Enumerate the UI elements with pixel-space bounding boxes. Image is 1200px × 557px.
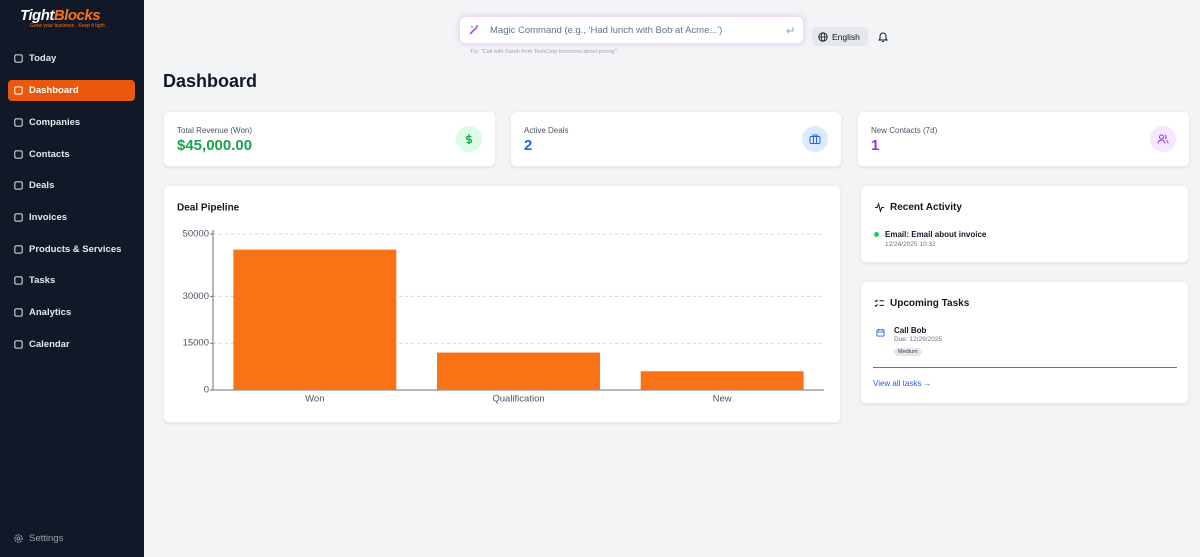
task-icon <box>876 328 885 337</box>
page-title: Dashboard <box>163 71 258 91</box>
stat-value: $45,000.00 <box>177 137 253 154</box>
notifications-button[interactable] <box>877 31 889 43</box>
stat-label: Active Deals <box>524 126 569 135</box>
bar <box>437 352 600 390</box>
stat-icon <box>802 126 828 152</box>
view-all-link[interactable]: View all tasks → <box>873 379 932 388</box>
nav-settings[interactable]: Settings <box>8 528 135 549</box>
icon <box>14 534 23 543</box>
nav-item[interactable]: Dashboard <box>8 80 135 101</box>
stat-label: Total Revenue (Won) <box>177 126 252 135</box>
icon <box>14 340 23 349</box>
logo-main: Tight <box>20 7 54 24</box>
nav-label: Deals <box>29 180 55 191</box>
stat-card: Total Revenue (Won) $45,000.00 <box>163 111 496 167</box>
y-tick-label: 15000 <box>183 338 209 349</box>
icon <box>14 86 23 95</box>
x-tick-label: New <box>713 394 732 405</box>
icon <box>14 181 23 190</box>
icon <box>14 308 23 317</box>
nav-item[interactable]: Tasks <box>8 270 135 291</box>
title-text: Upcoming Tasks <box>890 298 970 309</box>
nav-item[interactable]: Contacts <box>8 144 135 165</box>
activity-title[interactable]: Email: Email about invoice <box>885 230 987 239</box>
divider <box>873 367 1177 368</box>
bar <box>233 249 397 390</box>
icon <box>14 276 23 285</box>
card-title: Recent Activity <box>874 202 962 213</box>
nav-label: Dashboard <box>29 85 79 96</box>
nav-item[interactable]: Calendar <box>8 334 135 355</box>
nav-label: Settings <box>29 533 64 544</box>
nav-item[interactable]: Today <box>8 48 135 69</box>
priority-badge: Medium <box>894 348 922 356</box>
tagline: Grow your business . Keep it tight . <box>30 23 108 29</box>
nav-item[interactable]: Invoices <box>8 207 135 228</box>
upcoming-tasks-card: Upcoming Tasks Call Bob Due: 12/29/2025 … <box>860 281 1189 404</box>
chart-card: Deal Pipeline 0 15000 30000 50000 Won Qualifi… <box>163 185 841 423</box>
stat-card: New Contacts (7d) 1 <box>857 111 1190 167</box>
nav-label: Calendar <box>29 339 70 350</box>
icon <box>14 245 23 254</box>
logo-accent: Blocks <box>53 7 101 24</box>
chart-title: Deal Pipeline <box>177 203 240 214</box>
placeholder: Magic Command (e.g., 'Had lunch with Bob… <box>490 24 723 36</box>
icon <box>14 213 23 222</box>
stat-icon <box>1150 126 1176 152</box>
icon <box>786 27 794 34</box>
task-title[interactable]: Call Bob <box>894 326 927 335</box>
stat-value: 2 <box>524 137 533 154</box>
nav-label: Tasks <box>29 275 56 286</box>
activity-time: 12/24/2025 10:32 <box>885 241 936 248</box>
nav-item[interactable]: Companies <box>8 112 135 133</box>
chart: Deal Pipeline 0 15000 30000 50000 Won Qualifi… <box>177 203 824 405</box>
stat-icon <box>456 126 482 152</box>
icon <box>14 150 23 159</box>
nav-item[interactable]: Deals <box>8 175 135 196</box>
nav-item[interactable]: Analytics <box>8 302 135 323</box>
stat-value: 1 <box>871 137 880 154</box>
nav-label: Analytics <box>29 307 72 318</box>
sidebar: TightBlocks Grow your business . Keep it… <box>0 0 144 557</box>
magic-command-input[interactable]: Magic Command (e.g., 'Had lunch with Bob… <box>459 16 804 44</box>
logo[interactable]: TightBlocks <box>20 7 101 24</box>
x-tick-label: Qualification <box>492 394 544 405</box>
task-due: Due: 12/29/2025 <box>894 336 943 343</box>
nav-label: Invoices <box>29 212 68 223</box>
stat-card: Active Deals 2 <box>510 111 842 167</box>
status-dot <box>874 232 879 237</box>
bar <box>640 371 804 390</box>
language-button[interactable]: English <box>812 27 868 46</box>
nav-label: Companies <box>29 117 81 128</box>
title-text: Recent Activity <box>890 202 962 213</box>
nav-item[interactable]: Products & Services <box>8 239 135 260</box>
icon <box>14 118 23 127</box>
icon <box>14 54 23 63</box>
recent-activity-card: Recent Activity Email: Email about invoi… <box>860 185 1189 263</box>
nav-label: Contacts <box>29 149 70 160</box>
language-label: English <box>832 31 860 42</box>
stat-label: New Contacts (7d) <box>871 126 938 135</box>
search-hint: Try: "Call with Sarah from TechCorp tomo… <box>470 49 617 55</box>
nav-label: Products & Services <box>29 244 122 255</box>
nav-label: Today <box>29 53 57 64</box>
x-tick-label: Won <box>305 394 324 405</box>
y-tick-label: 50000 <box>183 229 209 240</box>
icon <box>469 25 478 35</box>
icon <box>818 31 828 42</box>
y-tick-label: 30000 <box>183 291 209 302</box>
card-title: Upcoming Tasks <box>874 298 969 309</box>
y-tick-label: 0 <box>204 385 209 396</box>
